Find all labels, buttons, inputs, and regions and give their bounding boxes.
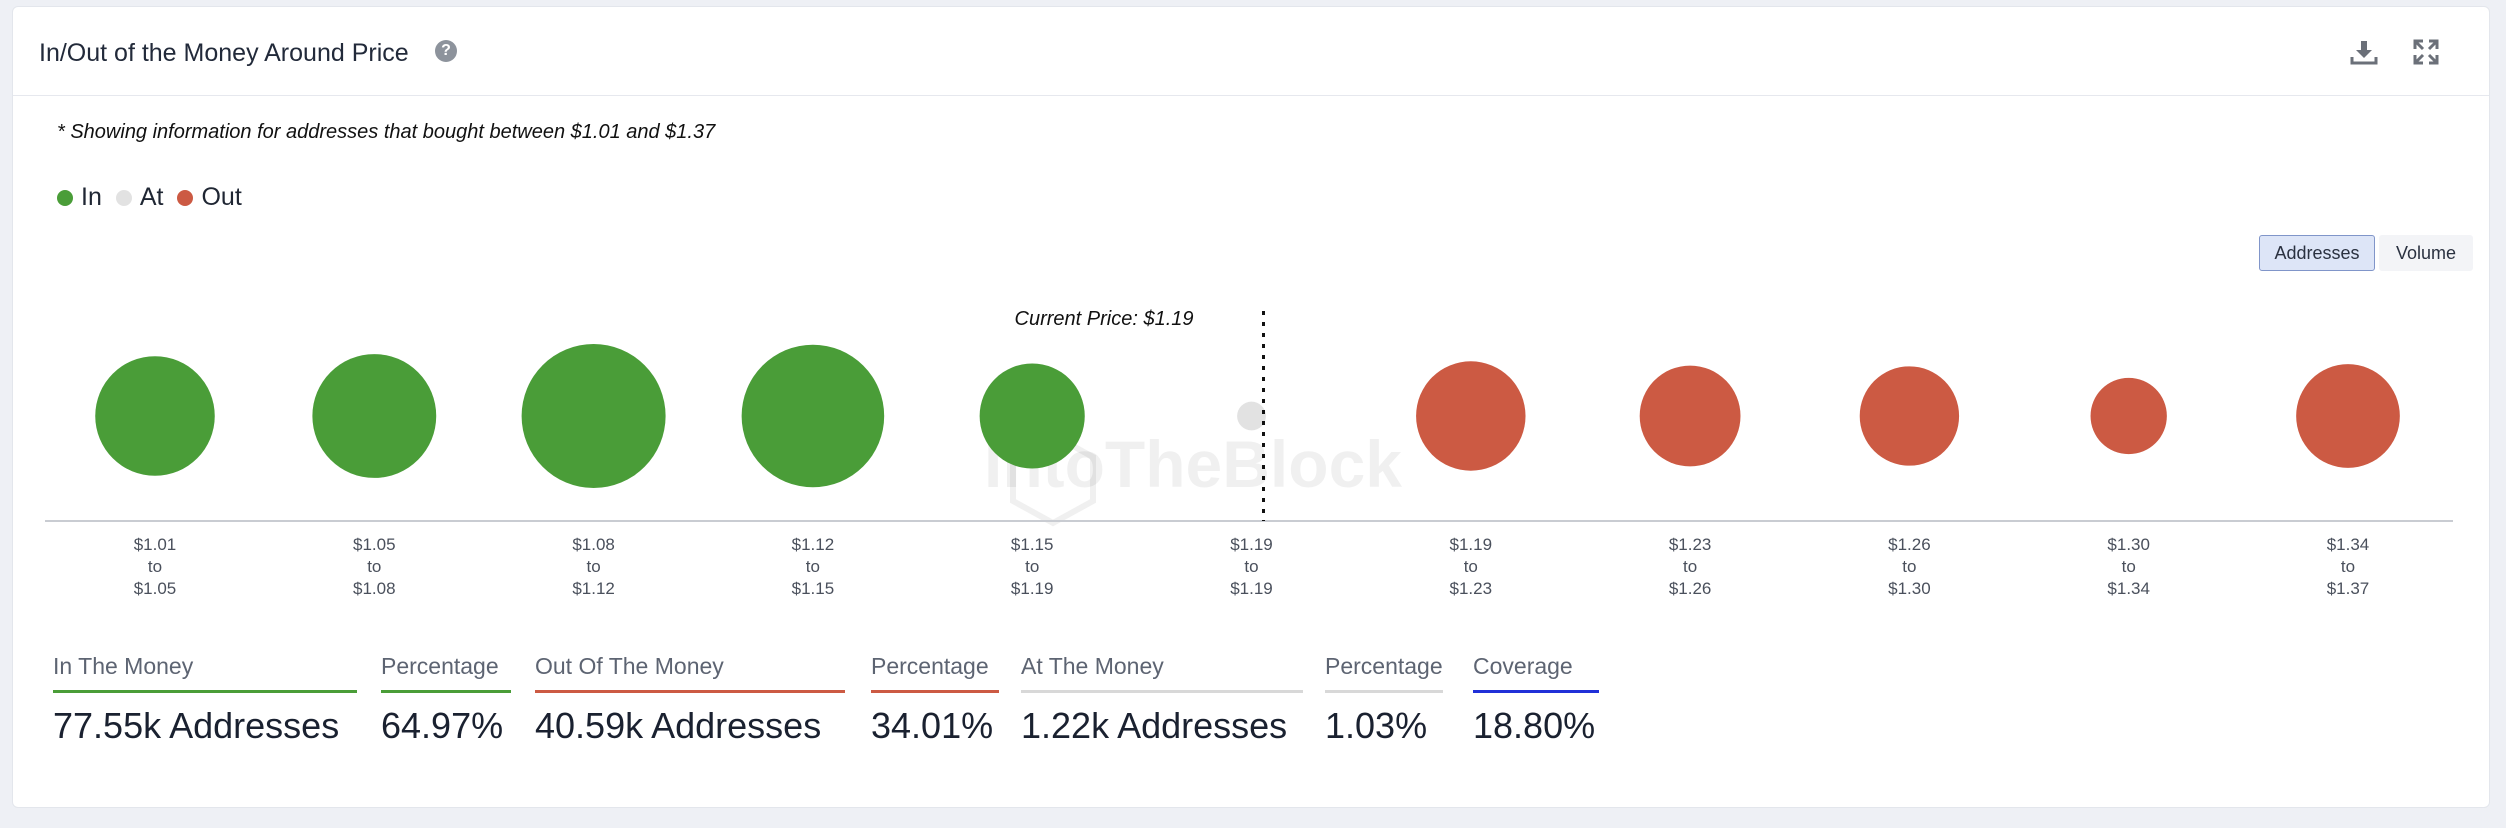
legend-dot-in <box>57 189 73 206</box>
x-tick-to: $1.30 <box>1888 579 1931 598</box>
stat-value: 1.03% <box>1325 705 1428 746</box>
download-icon[interactable] <box>2349 37 2379 67</box>
x-tick-from: $1.26 <box>1888 535 1931 554</box>
bubble-out <box>2296 364 2400 468</box>
stat-value: 40.59k Addresses <box>535 705 822 746</box>
x-tick-from: $1.30 <box>2107 535 2150 554</box>
bubble-at <box>1237 401 1266 431</box>
x-tick-connector: to <box>806 557 820 576</box>
current-price-label: Current Price: $1.19 <box>1015 308 1194 330</box>
legend-label: In <box>81 183 102 211</box>
x-tick-connector: to <box>2341 557 2355 576</box>
legend-label: At <box>139 183 164 211</box>
stat-out-of-the-money: Out Of The Money 40.59k Addresses <box>535 653 845 747</box>
stat-value: 18.80% <box>1473 705 1596 746</box>
card-title: In/Out of the Money Around Price <box>39 39 409 67</box>
bubble-chart: IntoTheBlock$1.01to$1.05$1.05to$1.08$1.0… <box>45 308 2453 598</box>
stat-label: Out Of The Money <box>535 653 724 679</box>
stat-value: 64.97% <box>381 705 504 746</box>
bubble-out <box>2090 377 2167 455</box>
bubble-in <box>741 344 885 488</box>
stat-at-the-money: At The Money 1.22k Addresses <box>1021 653 1303 747</box>
stat-label: At The Money <box>1021 653 1164 679</box>
stat-underline <box>871 690 999 693</box>
x-tick-connector: to <box>1902 557 1916 576</box>
chart-card: In/Out of the Money Around Price ? * Sho… <box>12 6 2490 808</box>
x-tick-connector: to <box>148 557 162 576</box>
x-tick-connector: to <box>587 557 601 576</box>
bubble-out <box>1416 361 1526 471</box>
legend-dot-out <box>177 189 194 206</box>
legend-label: Out <box>201 183 242 211</box>
stat-label: Percentage <box>871 653 989 679</box>
x-tick-to: $1.26 <box>1669 579 1712 598</box>
legend-dot-at <box>115 189 132 206</box>
legend-item-at[interactable]: At <box>115 183 164 212</box>
x-tick-from: $1.08 <box>572 535 615 554</box>
x-tick-from: $1.12 <box>792 535 835 554</box>
bubble-in <box>521 344 666 488</box>
range-note: * Showing information for addresses that… <box>57 121 716 143</box>
x-tick-from: $1.34 <box>2327 535 2370 554</box>
stat-label: In The Money <box>53 653 194 679</box>
stat-value: 34.01% <box>871 705 994 746</box>
bubble-in <box>979 363 1085 469</box>
x-tick-to: $1.23 <box>1450 579 1493 598</box>
bubble-out <box>1859 366 1960 466</box>
stat-coverage: Coverage 18.80% <box>1473 653 1599 747</box>
x-tick-to: $1.34 <box>2107 579 2150 598</box>
volume-toggle[interactable]: Volume <box>2379 235 2473 271</box>
expand-icon[interactable] <box>2411 37 2441 67</box>
help-icon[interactable]: ? <box>435 40 457 62</box>
addresses-toggle[interactable]: Addresses <box>2259 235 2375 271</box>
x-tick-connector: to <box>367 557 381 576</box>
x-tick-connector: to <box>2122 557 2136 576</box>
stat-underline <box>1021 690 1303 693</box>
bubble-in <box>95 356 215 476</box>
x-tick-from: $1.01 <box>134 535 177 554</box>
x-tick-to: $1.12 <box>572 579 615 598</box>
x-tick-from: $1.19 <box>1230 535 1273 554</box>
x-tick-to: $1.37 <box>2327 579 2370 598</box>
stat-value: 77.55k Addresses <box>53 705 340 746</box>
x-tick-from: $1.05 <box>353 535 396 554</box>
legend: In At Out <box>57 183 256 212</box>
stat-percentage: Percentage 1.03% <box>1325 653 1443 747</box>
x-tick-to: $1.19 <box>1011 579 1054 598</box>
bubble-in <box>312 354 437 478</box>
x-tick-connector: to <box>1464 557 1478 576</box>
stat-underline <box>381 690 511 693</box>
bubble-out <box>1639 365 1741 467</box>
stat-label: Coverage <box>1473 653 1573 679</box>
x-tick-connector: to <box>1683 557 1697 576</box>
stat-value: 1.22k Addresses <box>1021 705 1288 746</box>
x-tick-to: $1.19 <box>1230 579 1273 598</box>
stat-underline <box>1473 690 1599 693</box>
x-tick-to: $1.15 <box>792 579 835 598</box>
stat-percentage: Percentage 34.01% <box>871 653 999 747</box>
stat-in-the-money: In The Money 77.55k Addresses <box>53 653 357 747</box>
x-tick-from: $1.19 <box>1450 535 1493 554</box>
legend-item-in[interactable]: In <box>57 183 102 212</box>
x-tick-to: $1.08 <box>353 579 396 598</box>
legend-item-out[interactable]: Out <box>177 183 242 212</box>
stat-label: Percentage <box>381 653 499 679</box>
stat-underline <box>1325 690 1443 693</box>
x-tick-from: $1.23 <box>1669 535 1712 554</box>
x-tick-from: $1.15 <box>1011 535 1054 554</box>
stat-label: Percentage <box>1325 653 1443 679</box>
x-tick-to: $1.05 <box>134 579 177 598</box>
stat-underline <box>53 690 357 693</box>
x-tick-connector: to <box>1244 557 1258 576</box>
card-header: In/Out of the Money Around Price ? <box>13 7 2489 96</box>
x-tick-connector: to <box>1025 557 1039 576</box>
stat-underline <box>535 690 845 693</box>
stat-percentage: Percentage 64.97% <box>381 653 511 747</box>
